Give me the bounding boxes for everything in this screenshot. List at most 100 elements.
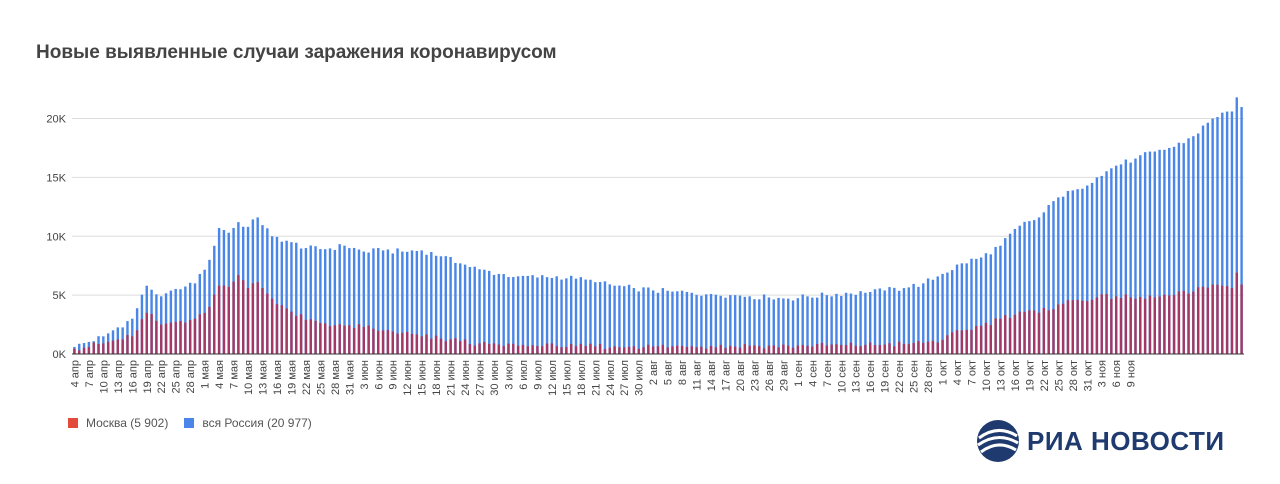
y-tick-label: 5K: [53, 290, 67, 302]
moscow-bar: [1105, 294, 1108, 354]
y-tick-label: 15K: [46, 172, 66, 184]
x-tick-label: 25 мая: [315, 360, 327, 395]
moscow-bar: [642, 347, 645, 354]
moscow-bar: [97, 344, 100, 354]
russia-bar: [685, 291, 689, 354]
moscow-bar: [1042, 307, 1046, 354]
russia-bar: [560, 279, 563, 354]
x-tick-label: 27 июл: [619, 360, 631, 396]
russia-bar: [811, 297, 814, 354]
x-tick-label: 20 авг: [735, 360, 747, 391]
moscow-bar: [690, 346, 693, 354]
x-tick-label: 13 апр: [113, 360, 125, 393]
russia-bar: [454, 262, 457, 354]
russia-bar: [319, 249, 322, 354]
x-tick-label: 30 июн: [489, 360, 501, 396]
russia-bar: [897, 290, 901, 354]
moscow-bar: [1086, 301, 1089, 354]
moscow-bar: [922, 342, 925, 354]
x-tick-label: 10 апр: [98, 360, 110, 393]
russia-bar: [483, 269, 486, 354]
moscow-bar: [840, 344, 843, 354]
moscow-bar: [844, 345, 848, 354]
moscow-bar: [1095, 297, 1099, 354]
moscow-bar: [102, 343, 105, 354]
moscow-bar: [705, 348, 708, 354]
moscow-bar: [213, 294, 216, 354]
russia-bar: [338, 244, 341, 354]
russia-bar: [203, 269, 206, 354]
x-tick-label: 24 июн: [460, 360, 472, 396]
moscow-bar: [1206, 287, 1210, 354]
russia-bar: [386, 249, 390, 354]
moscow-bar: [1192, 291, 1195, 354]
russia-bar: [328, 248, 332, 354]
x-tick-label: 10 сен: [836, 360, 848, 393]
moscow-bar: [656, 346, 660, 354]
russia-bar: [468, 267, 472, 354]
russia-bar: [753, 299, 756, 354]
x-tick-label: 7 мая: [229, 360, 241, 389]
x-tick-labels: 4 апр 7 апр 10 апр 13 апр 16 апр 19 апр 22 апр…: [69, 360, 1137, 396]
moscow-bar: [454, 338, 457, 354]
moscow-bar: [483, 341, 486, 354]
russia-bar: [627, 284, 631, 354]
moscow-bar: [82, 347, 86, 354]
moscow-bar: [777, 347, 780, 354]
russia-bar: [724, 297, 727, 354]
russia-bar: [478, 269, 481, 354]
moscow-bar: [787, 345, 790, 354]
x-tick-label: 9 ноя: [1126, 360, 1138, 387]
moscow-bar: [917, 341, 920, 354]
moscow-bar: [497, 344, 501, 354]
russia-bar: [733, 295, 737, 354]
x-tick-label: 19 окт: [1024, 360, 1036, 391]
moscow-bar: [811, 346, 814, 354]
russia-bar: [1052, 201, 1055, 354]
russia-bar: [970, 258, 973, 354]
moscow-bar: [512, 343, 515, 354]
moscow-bar: [1211, 284, 1214, 354]
moscow-bar: [275, 304, 279, 354]
russia-bar: [381, 250, 385, 354]
moscow-bar: [1076, 299, 1079, 354]
russia-bar: [1124, 159, 1128, 354]
russia-bar: [343, 245, 346, 354]
russia-bar: [951, 270, 954, 354]
logo-text: РИА НОВОСТИ: [1027, 425, 1225, 456]
moscow-bar: [632, 346, 636, 354]
moscow-bar: [569, 343, 573, 354]
x-tick-label: 23 авг: [749, 360, 761, 391]
moscow-bar: [748, 345, 751, 354]
russia-bar: [352, 247, 356, 354]
russia-bar: [512, 277, 515, 354]
moscow-bar: [815, 344, 819, 354]
moscow-bar: [864, 344, 867, 354]
russia-bar: [420, 250, 423, 354]
russia-bar: [618, 285, 621, 354]
moscow-bar: [627, 346, 631, 354]
x-tick-label: 25 окт: [1053, 360, 1065, 391]
russia-bar: [1004, 238, 1007, 354]
moscow-bar: [579, 343, 583, 354]
russia-bar: [266, 228, 269, 354]
russia-bar: [406, 251, 409, 354]
moscow-bar: [78, 350, 81, 354]
moscow-bar: [931, 340, 935, 354]
moscow-bar: [743, 344, 747, 354]
moscow-bar: [343, 325, 346, 354]
moscow-bar: [685, 346, 689, 354]
moscow-bar: [381, 330, 385, 354]
moscow-bar: [618, 347, 621, 354]
legend-label-moscow: Москва (5 902): [86, 416, 169, 430]
moscow-bar: [1066, 300, 1070, 354]
x-tick-label: 1 сен: [793, 360, 805, 387]
moscow-bar: [1008, 317, 1012, 354]
russia-bar: [859, 291, 862, 354]
moscow-bar: [545, 343, 549, 354]
moscow-bar: [902, 343, 906, 354]
x-tick-label: 12 июн: [402, 360, 414, 396]
x-tick-label: 25 апр: [171, 360, 183, 393]
moscow-bar: [825, 345, 829, 354]
moscow-bar: [849, 342, 853, 354]
